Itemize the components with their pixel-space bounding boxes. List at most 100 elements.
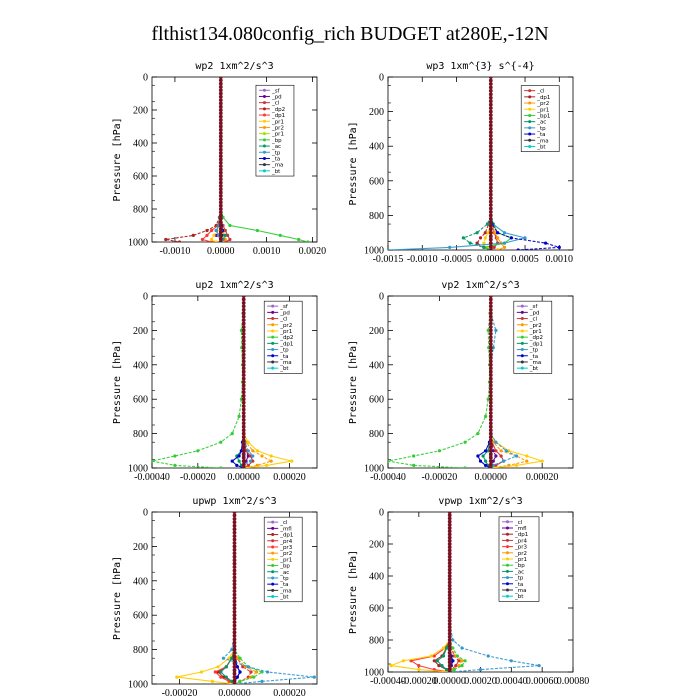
legend-label: _pr1 xyxy=(279,557,292,563)
center-marker xyxy=(218,121,223,126)
legend-marker xyxy=(528,138,532,142)
legend-label: _dp1 xyxy=(529,341,543,347)
series-point xyxy=(451,646,455,650)
center-marker xyxy=(447,631,452,636)
legend-marker xyxy=(271,576,275,580)
center-marker xyxy=(241,331,246,336)
y-tick-label: 800 xyxy=(133,205,148,216)
center-marker xyxy=(232,592,237,597)
series-point xyxy=(230,459,234,463)
legend-marker xyxy=(271,335,275,339)
legend-marker xyxy=(528,120,532,124)
y-tick-label: 800 xyxy=(369,636,384,647)
center-marker xyxy=(232,613,237,618)
legend-marker xyxy=(506,557,509,561)
legend-marker xyxy=(520,304,524,308)
legend-marker xyxy=(528,101,532,105)
center-marker xyxy=(232,530,237,535)
center-marker xyxy=(241,304,246,309)
series-point xyxy=(463,440,467,444)
center-marker xyxy=(447,599,452,604)
legend-label: _ma xyxy=(514,588,526,594)
legend-marker xyxy=(271,557,275,561)
legend-label: _tp xyxy=(529,348,539,354)
center-marker xyxy=(447,542,452,546)
center-marker xyxy=(488,158,493,162)
legend-label: _cl xyxy=(536,89,545,95)
center-marker xyxy=(241,321,246,326)
center-marker xyxy=(447,512,452,514)
legend-label: _ta xyxy=(271,156,280,162)
center-marker xyxy=(447,622,452,626)
series-line-pr2 xyxy=(490,296,529,468)
legend-marker xyxy=(262,94,266,98)
y-tick-label: 200 xyxy=(133,542,148,553)
legend-marker xyxy=(506,538,509,542)
series-line-tp xyxy=(388,77,526,250)
series-point xyxy=(251,459,255,463)
center-marker xyxy=(218,180,223,185)
y-tick-label: 400 xyxy=(133,576,148,587)
center-marker xyxy=(447,513,452,518)
center-marker xyxy=(241,311,246,316)
series-point xyxy=(212,233,216,237)
center-marker xyxy=(218,200,223,205)
series-point xyxy=(509,236,513,240)
series-point xyxy=(440,664,444,668)
plot-frame xyxy=(387,511,574,673)
legend-marker xyxy=(506,594,509,598)
center-marker xyxy=(232,527,237,532)
center-marker xyxy=(488,99,493,104)
legend-marker xyxy=(262,132,266,136)
series-point xyxy=(486,328,490,332)
x-tick-label: 0.0000 xyxy=(477,254,505,265)
center-marker xyxy=(488,390,493,395)
series-point xyxy=(260,679,264,684)
center-marker xyxy=(488,189,493,194)
center-marker xyxy=(488,206,493,211)
center-marker xyxy=(447,670,452,672)
legend-label: _cl xyxy=(279,520,288,526)
legend-label: _dp1 xyxy=(536,95,550,101)
legend-marker xyxy=(506,520,509,524)
y-tick-label: 400 xyxy=(369,360,384,371)
center-marker xyxy=(218,131,223,136)
center-marker xyxy=(241,328,246,333)
x-tick-label: 0.00080 xyxy=(557,676,590,687)
legend-marker xyxy=(271,564,275,568)
panel-4: vp2 1xm^2/s^3 0 200 400 600 800 1000-0.00040 -0… xyxy=(348,280,574,483)
series-point xyxy=(248,459,253,463)
legend-label: _bt xyxy=(279,595,289,601)
series-point xyxy=(484,463,488,467)
series-point xyxy=(205,233,209,237)
center-marker xyxy=(241,414,246,419)
center-marker xyxy=(488,151,493,156)
series-point xyxy=(499,454,503,458)
legend-marker xyxy=(506,551,509,555)
series-point xyxy=(496,236,500,240)
y-tick-label: 0 xyxy=(143,73,148,84)
legend-marker xyxy=(271,366,275,370)
series-group xyxy=(388,77,561,250)
legend-label: _cl xyxy=(514,520,523,526)
y-axis-label: Pressure [hPa] xyxy=(348,121,359,205)
x-tick-label: -0.00020 xyxy=(421,472,457,483)
center-marker xyxy=(488,230,493,235)
series-point xyxy=(260,454,264,458)
center-marker xyxy=(218,77,223,79)
center-marker xyxy=(488,220,493,225)
center-marker xyxy=(232,561,237,566)
center-marker xyxy=(488,325,493,329)
legend-label: _ac xyxy=(514,569,524,575)
center-marker xyxy=(488,338,493,343)
center-marker xyxy=(447,577,452,582)
y-axis-label: Pressure [hPa] xyxy=(112,340,123,424)
center-marker xyxy=(447,535,452,540)
center-marker xyxy=(218,147,223,152)
legend-label: _ta xyxy=(279,354,288,360)
legend-marker xyxy=(520,341,524,345)
legend: _cl_dp1_pr2_pr1_bp1_ac_tp_ta_ma_bt xyxy=(520,85,560,152)
x-tick-label: 0.00000 xyxy=(433,676,466,687)
center-marker xyxy=(488,297,493,302)
series-point xyxy=(451,638,455,642)
